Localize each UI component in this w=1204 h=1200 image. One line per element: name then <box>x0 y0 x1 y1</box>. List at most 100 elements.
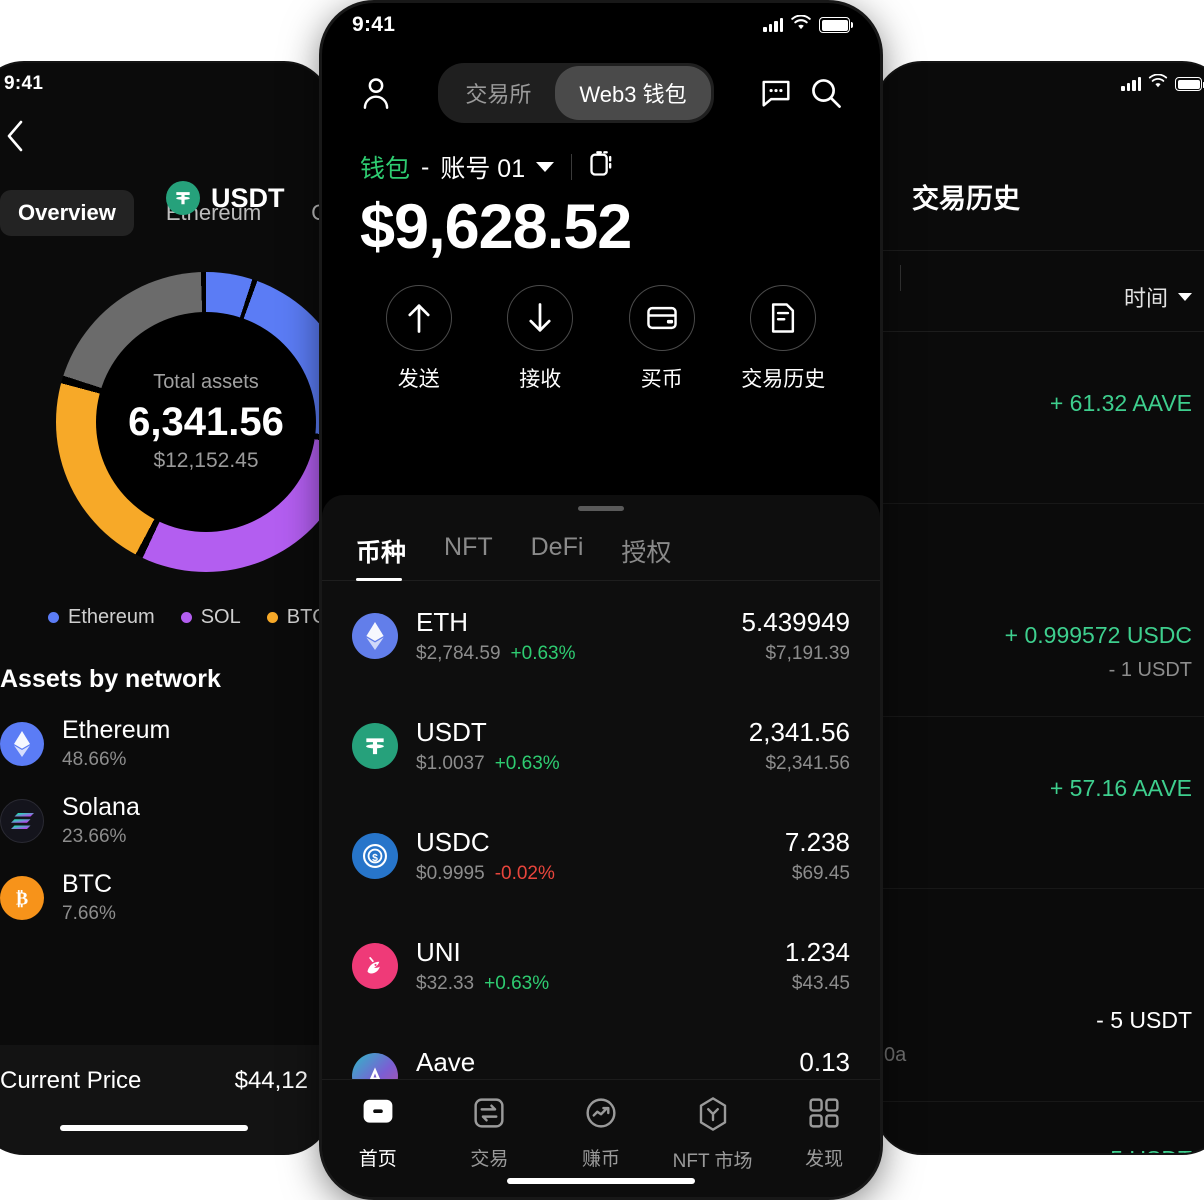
legend-label: Ethereum <box>68 606 155 628</box>
action-buy[interactable]: 买币 <box>601 285 723 393</box>
token-row[interactable]: UNI $32.33 +0.63% 1.234 $43.45 <box>352 903 850 1013</box>
token-amount: 5.439949 <box>741 607 850 637</box>
tab-defi[interactable]: DeFi <box>530 533 584 561</box>
sheet-grabber[interactable] <box>578 506 624 511</box>
wallet-name: 钱包 <box>360 155 411 183</box>
token-amount: 7.238 <box>784 827 850 857</box>
search-icon[interactable] <box>806 73 846 113</box>
segment-exchange[interactable]: 交易所 <box>465 82 532 107</box>
chevron-down-icon <box>1178 293 1192 301</box>
card-icon <box>628 285 695 351</box>
solana-icon <box>0 798 44 843</box>
right-phone-mockup: 交易历史 时间 + 61.32 AAVE + 0.999572 USDC - 1… <box>876 63 1204 1153</box>
wallet-selector[interactable]: 钱包 - 账号 01 <box>322 131 880 185</box>
network-name: Ethereum <box>62 716 171 744</box>
network-row[interactable]: Solana 23.66% <box>0 771 330 848</box>
token-row[interactable]: USDT $1.0037 +0.63% 2,341.56 $2,341.56 <box>352 683 850 793</box>
uniswap-icon <box>352 943 398 989</box>
tabbar-item-trade[interactable]: 交易 <box>434 1096 546 1171</box>
tabbar-item-home[interactable]: 首页 <box>322 1096 434 1171</box>
action-label: 交易历史 <box>741 368 826 391</box>
left-title-text: USDT <box>211 182 285 213</box>
legend-dot-icon <box>48 612 59 623</box>
donut-center-sub: $12,152.45 <box>153 449 259 472</box>
token-change: +0.63% <box>494 753 560 774</box>
token-value: $7,191.39 <box>765 643 850 664</box>
token-change: +0.63% <box>510 643 576 664</box>
segment-web3-wallet[interactable]: Web3 钱包 <box>555 66 711 120</box>
tab-approvals[interactable]: 授权 <box>621 539 672 567</box>
transaction-row[interactable]: + 61.32 AAVE <box>876 332 1204 504</box>
legend-item: SOL <box>180 606 241 629</box>
legend-item: BTC <box>266 606 327 629</box>
token-amount: 1.234 <box>784 937 850 967</box>
donut-center-value: 6,341.56 <box>128 400 284 444</box>
tab-overview[interactable]: Overview <box>0 190 134 236</box>
token-price: $1.0037 <box>416 753 485 774</box>
bottom-tab-bar: 首页 交易 赚币 NF <box>322 1079 880 1197</box>
tabbar-item-earn[interactable]: 赚币 <box>545 1096 657 1171</box>
transaction-amount: + 5 USDT <box>876 1146 1192 1153</box>
donut-legend: Ethereum SOL BTC <box>0 572 330 629</box>
chevron-down-icon[interactable] <box>536 162 555 172</box>
token-list: ETH $2,784.59 +0.63% 5.439949 $7,191.39 <box>322 581 880 1123</box>
left-phone-mockup: 9:41 USDT Overview Ethereum O Total asse… <box>0 63 330 1153</box>
tabbar-label: 首页 <box>358 1149 397 1170</box>
network-row[interactable]: ₿ BTC 7.66% <box>0 848 330 925</box>
action-receive[interactable]: 接收 <box>480 285 602 393</box>
center-phone-mockup: 9:41 交易所 Web3 钱包 <box>322 3 880 1197</box>
legend-item: Ethereum <box>48 606 155 629</box>
person-icon[interactable] <box>356 73 396 113</box>
legend-label: BTC <box>286 606 327 628</box>
token-symbol: ETH <box>416 607 468 637</box>
assets-donut-chart: Total assets 6,341.56 $12,152.45 <box>56 272 330 572</box>
center-status-bar: 9:41 <box>322 3 880 47</box>
bitcoin-icon: ₿ <box>0 875 44 920</box>
action-send[interactable]: 发送 <box>358 285 480 393</box>
time-filter[interactable]: 时间 <box>876 250 1204 332</box>
action-label: 买币 <box>640 368 683 391</box>
assets-by-network-heading: Assets by network <box>0 665 221 693</box>
swap-icon <box>472 1096 506 1136</box>
transaction-sub-amount: - 1 USDT <box>1108 659 1192 681</box>
copy-icon[interactable] <box>589 150 615 185</box>
transaction-row[interactable]: - 5 USDT 0a <box>876 889 1204 1102</box>
grid-icon <box>807 1096 841 1136</box>
token-row[interactable]: $ USDC $0.9995 -0.02% 7.238 $69.45 <box>352 793 850 903</box>
left-status-time: 9:41 <box>4 73 44 94</box>
transaction-row[interactable]: + 0.999572 USDC - 1 USDT <box>876 504 1204 717</box>
transaction-row[interactable]: + 57.16 AAVE <box>876 717 1204 889</box>
wallet-balance: $9,628.52 <box>360 192 632 262</box>
network-percent: 7.66% <box>62 903 116 924</box>
transaction-amount: + 57.16 AAVE <box>1049 775 1192 801</box>
token-amount: 0.13 <box>799 1047 850 1077</box>
tabbar-item-discover[interactable]: 发现 <box>768 1096 880 1171</box>
token-change: -0.02% <box>494 863 555 884</box>
transaction-hash: 0a <box>884 1044 907 1066</box>
filter-divider <box>900 265 901 291</box>
tabs-separator <box>322 580 880 581</box>
home-indicator <box>60 1125 248 1131</box>
transaction-row[interactable]: + 5 USDT ba86 <box>876 1102 1204 1153</box>
network-percent: 23.66% <box>62 826 127 847</box>
donut-center-label: Total assets <box>153 371 259 393</box>
quick-actions: 发送 接收 买币 交易历史 <box>322 263 880 421</box>
token-amount: 2,341.56 <box>748 717 850 747</box>
divider <box>571 154 573 180</box>
chat-icon[interactable] <box>756 73 796 113</box>
back-icon[interactable] <box>4 119 26 158</box>
current-price-label: Current Price <box>0 1067 142 1094</box>
token-change: +0.63% <box>484 973 550 994</box>
tether-icon <box>352 723 398 769</box>
network-row[interactable]: Ethereum 48.66% <box>0 694 330 771</box>
tab-coins[interactable]: 币种 <box>356 533 406 581</box>
token-row[interactable]: ETH $2,784.59 +0.63% 5.439949 $7,191.39 <box>352 581 850 683</box>
tabbar-item-nft-market[interactable]: NFT 市场 <box>657 1096 769 1173</box>
earn-icon <box>584 1096 618 1136</box>
tab-nft[interactable]: NFT <box>444 533 493 561</box>
svg-text:$: $ <box>372 853 378 864</box>
action-history[interactable]: 交易历史 <box>723 285 845 393</box>
arrow-down-icon <box>507 285 574 351</box>
token-value: $2,341.56 <box>765 753 850 774</box>
document-icon <box>750 285 817 351</box>
